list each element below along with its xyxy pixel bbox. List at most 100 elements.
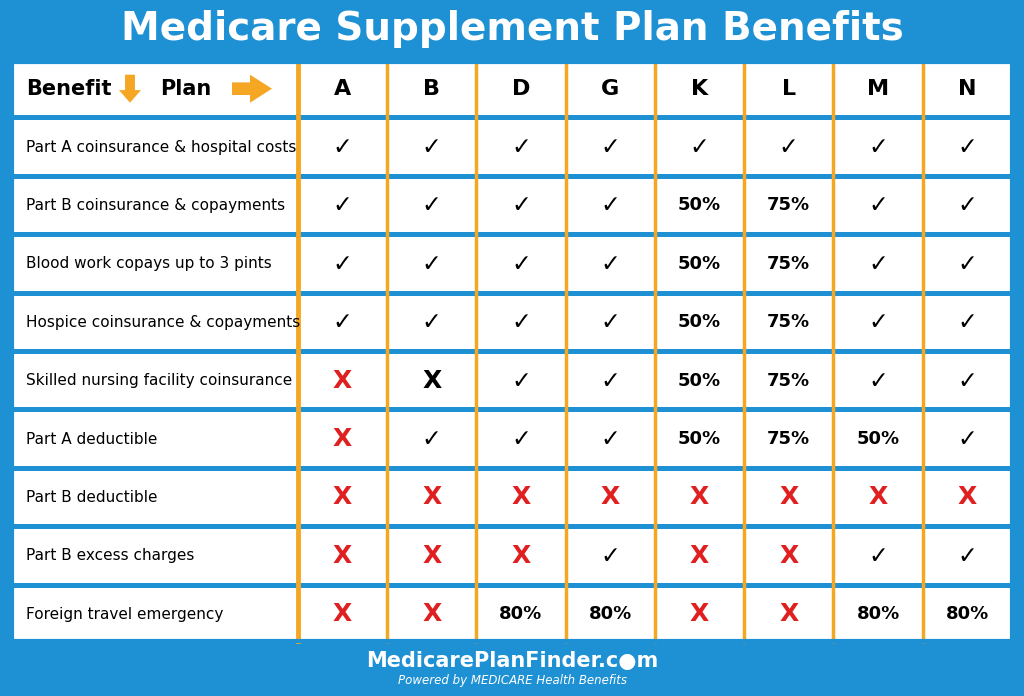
Text: B: B <box>423 79 440 99</box>
Text: 75%: 75% <box>767 313 810 331</box>
Text: Blood work copays up to 3 pints: Blood work copays up to 3 pints <box>26 256 271 271</box>
Text: 50%: 50% <box>678 430 721 448</box>
Bar <box>12 179 1012 232</box>
Text: X: X <box>957 486 977 509</box>
Text: ✓: ✓ <box>511 193 530 217</box>
Text: Skilled nursing facility coinsurance: Skilled nursing facility coinsurance <box>26 373 292 388</box>
Text: Benefit: Benefit <box>26 79 112 99</box>
Text: ✓: ✓ <box>422 193 441 217</box>
Text: ✓: ✓ <box>422 135 441 159</box>
Bar <box>12 524 1012 529</box>
Text: ✓: ✓ <box>957 369 977 393</box>
Bar <box>12 174 1012 179</box>
Text: Foreign travel emergency: Foreign travel emergency <box>26 607 223 622</box>
Text: X: X <box>511 544 530 568</box>
Text: X: X <box>779 602 799 626</box>
Text: 50%: 50% <box>678 313 721 331</box>
Text: ✓: ✓ <box>957 193 977 217</box>
Text: ✓: ✓ <box>422 310 441 334</box>
Text: X: X <box>779 486 799 509</box>
Text: ✓: ✓ <box>868 252 888 276</box>
Text: M: M <box>867 79 889 99</box>
Text: Part B excess charges: Part B excess charges <box>26 548 195 563</box>
Text: ✓: ✓ <box>511 369 530 393</box>
Text: ✓: ✓ <box>333 135 352 159</box>
Polygon shape <box>232 74 272 103</box>
Text: X: X <box>333 427 352 451</box>
Text: X: X <box>333 486 352 509</box>
Text: X: X <box>422 369 441 393</box>
Bar <box>12 237 1012 291</box>
Text: A: A <box>334 79 351 99</box>
Text: 50%: 50% <box>678 372 721 390</box>
Text: K: K <box>691 79 708 99</box>
Text: L: L <box>781 79 796 99</box>
Text: 75%: 75% <box>767 430 810 448</box>
Bar <box>12 587 1012 641</box>
Text: ✓: ✓ <box>779 135 799 159</box>
Bar <box>12 583 1012 587</box>
Text: ✓: ✓ <box>600 193 621 217</box>
Text: ✓: ✓ <box>511 135 530 159</box>
Text: ✓: ✓ <box>689 135 710 159</box>
Text: ✓: ✓ <box>600 427 621 451</box>
Text: X: X <box>511 486 530 509</box>
Text: ✓: ✓ <box>600 310 621 334</box>
Text: ✓: ✓ <box>957 544 977 568</box>
Text: D: D <box>512 79 530 99</box>
Text: ✓: ✓ <box>868 193 888 217</box>
Text: Hospice coinsurance & copayments: Hospice coinsurance & copayments <box>26 315 300 330</box>
Text: ✓: ✓ <box>600 369 621 393</box>
Text: ✓: ✓ <box>600 252 621 276</box>
Text: Part A coinsurance & hospital costs: Part A coinsurance & hospital costs <box>26 140 296 155</box>
Text: ✓: ✓ <box>422 427 441 451</box>
Bar <box>12 291 1012 296</box>
Bar <box>12 116 1012 120</box>
Text: X: X <box>333 369 352 393</box>
Bar <box>12 349 1012 354</box>
Text: ✓: ✓ <box>511 310 530 334</box>
Text: ✓: ✓ <box>511 427 530 451</box>
Text: X: X <box>333 544 352 568</box>
Text: X: X <box>422 544 441 568</box>
Text: N: N <box>958 79 977 99</box>
Bar <box>12 407 1012 413</box>
Text: 80%: 80% <box>946 606 989 624</box>
Text: G: G <box>601 79 620 99</box>
Text: ✓: ✓ <box>868 544 888 568</box>
Text: 80%: 80% <box>589 606 632 624</box>
Text: Part A deductible: Part A deductible <box>26 432 158 447</box>
Text: ✓: ✓ <box>957 310 977 334</box>
Text: Plan: Plan <box>160 79 211 99</box>
Text: ✓: ✓ <box>422 252 441 276</box>
Text: ✓: ✓ <box>957 427 977 451</box>
Text: ✓: ✓ <box>600 544 621 568</box>
Text: Part B coinsurance & copayments: Part B coinsurance & copayments <box>26 198 285 213</box>
Text: ✓: ✓ <box>868 310 888 334</box>
Text: X: X <box>779 544 799 568</box>
Text: 75%: 75% <box>767 196 810 214</box>
Text: X: X <box>690 486 710 509</box>
Text: X: X <box>868 486 888 509</box>
Text: Part B deductible: Part B deductible <box>26 490 158 505</box>
Text: 50%: 50% <box>856 430 900 448</box>
Text: 75%: 75% <box>767 372 810 390</box>
Text: X: X <box>422 602 441 626</box>
Bar <box>12 470 1012 524</box>
Text: X: X <box>422 486 441 509</box>
Bar <box>12 62 1012 641</box>
Text: MedicarePlanFinder.c●m: MedicarePlanFinder.c●m <box>366 651 658 670</box>
Text: X: X <box>333 602 352 626</box>
Text: ✓: ✓ <box>868 135 888 159</box>
Text: Medicare Supplement Plan Benefits: Medicare Supplement Plan Benefits <box>121 10 903 48</box>
Polygon shape <box>119 74 141 103</box>
Text: ✓: ✓ <box>957 135 977 159</box>
Text: 50%: 50% <box>678 255 721 273</box>
Bar <box>12 354 1012 407</box>
Bar <box>12 232 1012 237</box>
Text: 50%: 50% <box>678 196 721 214</box>
Text: ✓: ✓ <box>333 310 352 334</box>
Text: 80%: 80% <box>500 606 543 624</box>
Text: ✓: ✓ <box>333 193 352 217</box>
Text: ✓: ✓ <box>868 369 888 393</box>
